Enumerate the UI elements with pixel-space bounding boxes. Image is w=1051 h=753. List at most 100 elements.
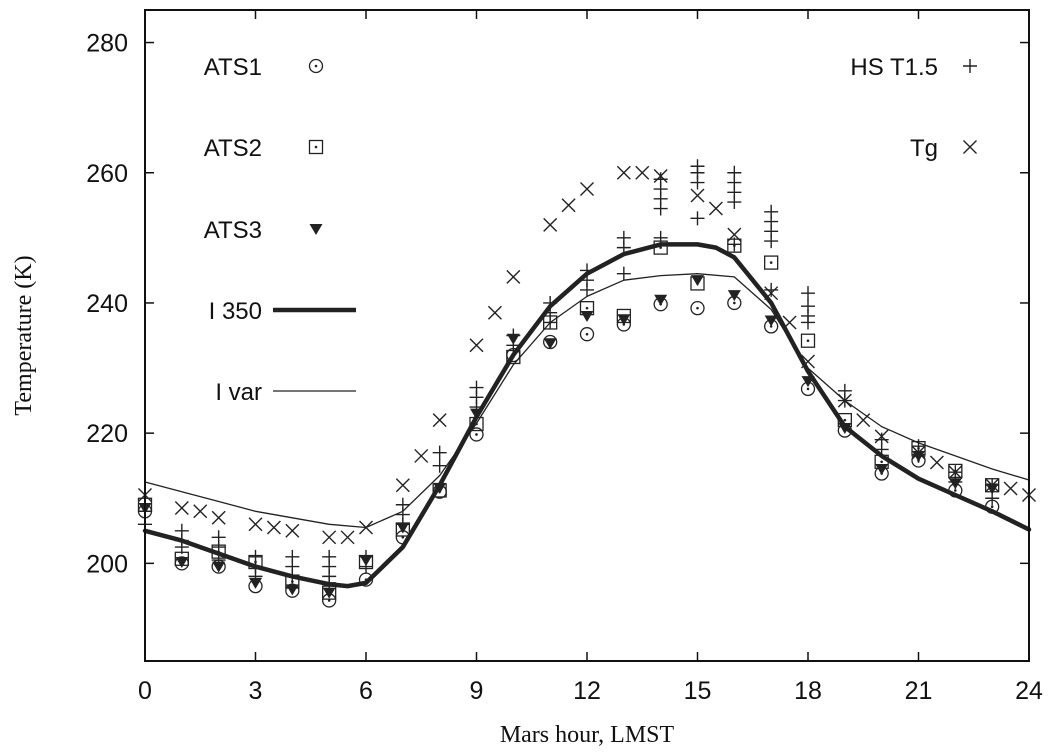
point-tg [690, 188, 705, 203]
x-tick-label: 3 [249, 677, 263, 705]
legend-entry-i-var: I var [215, 379, 356, 406]
point-tg [248, 517, 263, 532]
point-tg [782, 315, 797, 330]
point-hs-t1-5 [580, 282, 594, 297]
legend: ATS1 ATS2 ATS3 I 350 I var HS T1.5 Tg [204, 54, 977, 406]
point-ats3 [175, 557, 189, 569]
plot-marks [137, 159, 1036, 608]
point-hs-t1-5 [322, 575, 337, 590]
point-hs-t1-5 [801, 315, 815, 330]
point-ats3 [543, 338, 557, 350]
plot-frame [144, 9, 1030, 662]
legend-swatch [308, 58, 324, 74]
y-tick-label: 280 [86, 30, 128, 58]
series-line-i-350 [142, 242, 1032, 589]
point-tg [469, 338, 484, 353]
point-ats3 [212, 561, 226, 573]
point-tg [635, 165, 650, 180]
point-ats3 [322, 587, 336, 599]
legend-label: ATS2 [204, 135, 262, 162]
point-hs-t1-5 [727, 237, 742, 252]
point-ats3 [249, 577, 262, 589]
x-axis-label: Mars hour, LMST [500, 722, 675, 748]
point-hs-t1-5 [248, 569, 263, 584]
point-hs-t1-5 [727, 195, 742, 210]
point-hs-t1-5 [359, 559, 373, 574]
x-tick-label: 18 [794, 677, 822, 705]
point-hs-t1-5 [616, 266, 631, 281]
point-ats1 [690, 301, 705, 316]
point-tg [322, 530, 337, 545]
point-tg [506, 269, 521, 284]
point-tg [395, 478, 410, 493]
point-hs-t1-5 [948, 474, 963, 489]
point-tg [911, 445, 926, 460]
point-hs-t1-5 [616, 240, 631, 255]
point-tg [340, 530, 355, 545]
point-tg [837, 393, 852, 408]
point-hs-t1-5 [506, 338, 521, 353]
point-ats3 [470, 408, 483, 420]
point-ats1 [469, 427, 484, 442]
point-hs-t1-5 [690, 211, 705, 226]
point-tg [929, 455, 944, 470]
point-hs-t1-5 [469, 400, 484, 415]
point-hs-t1-5 [874, 442, 889, 457]
point-tg [174, 501, 189, 516]
x-tick-label: 12 [573, 677, 601, 705]
point-hs-t1-5 [985, 491, 1000, 506]
x-tick-label: 15 [684, 677, 712, 705]
point-tg [432, 413, 447, 428]
point-tg [414, 448, 429, 463]
point-hs-t1-5 [211, 553, 226, 568]
y-tick-label: 220 [86, 420, 128, 448]
legend-swatch [308, 139, 324, 155]
legend-label: ATS1 [204, 54, 262, 81]
legend-label: I 350 [209, 298, 262, 325]
legend-swatch [963, 140, 977, 154]
point-hs-t1-5 [653, 201, 668, 216]
y-tick-label: 200 [86, 550, 128, 578]
legend-label: Tg [910, 135, 938, 162]
point-tg [708, 201, 723, 216]
point-ats3 [801, 376, 815, 388]
point-hs-t1-5 [764, 282, 779, 297]
legend-entry-i-350: I 350 [209, 298, 356, 325]
legend-swatch [309, 224, 323, 235]
point-ats3 [285, 584, 299, 596]
point-tg [727, 227, 742, 242]
point-hs-t1-5 [395, 517, 410, 532]
point-tg [285, 523, 300, 538]
point-tg [561, 198, 576, 213]
point-hs-t1-5 [285, 569, 300, 584]
x-tick-label: 9 [470, 677, 484, 705]
point-ats3 [764, 315, 778, 327]
point-hs-t1-5 [432, 458, 447, 473]
point-tg [764, 286, 779, 301]
point-hs-t1-5 [432, 445, 447, 460]
point-ats1 [579, 327, 595, 342]
point-tg [359, 520, 373, 535]
legend-entry-tg: Tg [910, 135, 977, 162]
point-ats2 [764, 255, 779, 270]
point-ats3 [617, 314, 631, 326]
point-ats3 [654, 294, 668, 306]
point-hs-t1-5 [690, 175, 705, 190]
point-hs-t1-5 [911, 448, 926, 463]
point-ats3 [691, 275, 704, 287]
point-tg [856, 413, 871, 428]
point-tg [211, 510, 226, 525]
point-tg [985, 478, 1000, 493]
y-tick-label: 240 [86, 290, 128, 318]
point-hs-t1-5 [211, 540, 226, 555]
point-tg [193, 504, 208, 519]
point-ats3 [433, 482, 447, 494]
legend-swatch [963, 59, 977, 73]
point-tg [487, 305, 502, 320]
legend-entry-ats2: ATS2 [204, 135, 324, 162]
y-tick-label: 260 [86, 160, 128, 188]
point-tg [1003, 481, 1018, 496]
point-tg [580, 182, 594, 197]
point-tg [653, 169, 668, 183]
